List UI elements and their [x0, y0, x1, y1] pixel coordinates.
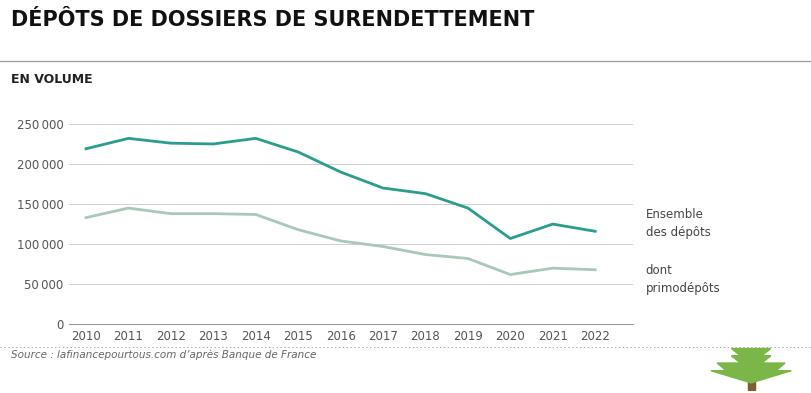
Text: DÉPÔTS DE DOSSIERS DE SURENDETTEMENT: DÉPÔTS DE DOSSIERS DE SURENDETTEMENT	[11, 10, 534, 30]
Text: Source : lafinancepourtous.com d’après Banque de France: Source : lafinancepourtous.com d’après B…	[11, 350, 315, 360]
Polygon shape	[747, 378, 753, 390]
Polygon shape	[731, 349, 770, 369]
Polygon shape	[710, 356, 790, 383]
Text: dont
primodépôts: dont primodépôts	[645, 264, 719, 295]
Text: Ensemble
des dépôts: Ensemble des dépôts	[645, 208, 710, 239]
Text: EN VOLUME: EN VOLUME	[11, 73, 92, 86]
